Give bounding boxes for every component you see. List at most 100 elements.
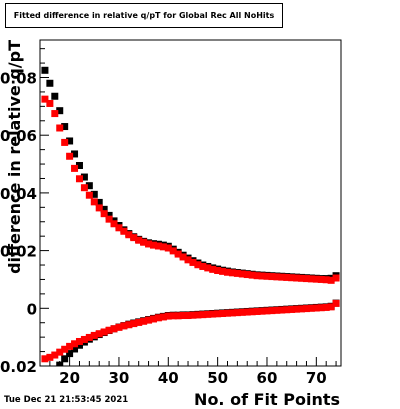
data-point — [258, 307, 266, 315]
data-point — [51, 351, 59, 359]
data-point — [120, 322, 128, 330]
data-point — [312, 304, 320, 312]
data-point — [302, 275, 310, 283]
data-point — [46, 99, 54, 107]
data-point — [66, 137, 74, 145]
data-point — [184, 256, 192, 264]
data-point — [258, 272, 266, 280]
data-point — [238, 270, 246, 278]
data-point — [110, 220, 118, 228]
y-axis-title: difference in relative q/pT — [5, 40, 24, 274]
data-point — [263, 272, 271, 280]
data-point — [233, 269, 241, 277]
data-point — [159, 313, 167, 321]
y-tick-label: 0.04 — [0, 185, 37, 203]
x-tick-label: 30 — [109, 369, 130, 387]
data-point — [317, 275, 325, 283]
data-point — [71, 164, 79, 172]
data-point — [312, 275, 320, 283]
data-point — [283, 306, 291, 314]
x-tick-label: 70 — [306, 369, 327, 387]
data-point — [46, 353, 54, 361]
data-point — [46, 378, 53, 385]
data-point — [154, 242, 162, 250]
x-axis-title: No. of Fit Points — [194, 390, 340, 409]
data-point — [66, 342, 74, 350]
data-point — [268, 307, 276, 315]
data-point — [80, 184, 88, 192]
data-point — [164, 312, 172, 320]
data-point — [209, 310, 217, 318]
data-point — [248, 271, 256, 279]
data-point — [194, 261, 202, 269]
data-point — [199, 311, 207, 319]
data-point — [189, 258, 197, 266]
data-point — [199, 262, 207, 270]
data-point — [125, 321, 133, 329]
data-point — [219, 309, 227, 317]
data-point — [248, 308, 256, 316]
data-point — [243, 308, 251, 316]
data-point — [154, 314, 162, 322]
data-point — [224, 268, 232, 276]
data-point — [184, 312, 192, 320]
data-point — [75, 175, 83, 183]
data-point — [273, 306, 281, 314]
data-point — [85, 182, 93, 190]
data-point — [61, 355, 69, 363]
data-point — [71, 150, 79, 158]
data-point — [327, 303, 335, 311]
data-point — [278, 273, 286, 281]
data-point — [135, 236, 143, 244]
data-point — [169, 312, 177, 320]
data-point — [332, 274, 340, 282]
x-tick-label: 40 — [158, 369, 179, 387]
data-point — [253, 307, 261, 315]
data-point — [56, 107, 64, 115]
data-point — [100, 205, 108, 213]
data-point — [90, 198, 98, 206]
data-point — [298, 305, 306, 313]
y-tick-label: 0.06 — [0, 127, 37, 145]
data-point — [95, 204, 103, 212]
data-point — [273, 273, 281, 281]
timestamp: Tue Dec 21 21:53:45 2021 — [4, 395, 129, 405]
data-point — [135, 318, 143, 326]
data-point — [85, 333, 93, 341]
data-point — [41, 66, 49, 74]
data-point — [278, 306, 286, 314]
data-point — [283, 273, 291, 281]
data-point — [169, 247, 177, 255]
data-point — [75, 341, 83, 349]
data-point — [130, 234, 138, 242]
data-point — [332, 299, 340, 307]
data-point — [41, 355, 49, 363]
data-point — [95, 330, 103, 338]
data-point — [214, 310, 222, 318]
data-point — [100, 328, 108, 336]
data-point — [159, 243, 167, 251]
data-point — [149, 241, 157, 249]
data-point — [322, 303, 330, 311]
data-point — [105, 326, 113, 334]
data-point — [56, 348, 64, 356]
data-point — [80, 335, 88, 343]
data-point — [56, 124, 64, 132]
data-point — [209, 265, 217, 273]
data-point — [100, 210, 108, 218]
data-point — [298, 274, 306, 282]
data-point — [105, 215, 113, 223]
data-point — [75, 337, 83, 345]
data-point — [61, 345, 69, 353]
data-point — [41, 95, 49, 103]
data-point — [105, 211, 113, 219]
data-point — [204, 310, 212, 318]
data-point — [302, 305, 310, 313]
data-point — [46, 79, 54, 87]
data-point — [189, 311, 197, 319]
data-point — [288, 305, 296, 313]
data-point — [130, 320, 138, 328]
data-point — [61, 123, 69, 131]
data-point — [145, 240, 153, 248]
data-point — [243, 271, 251, 279]
